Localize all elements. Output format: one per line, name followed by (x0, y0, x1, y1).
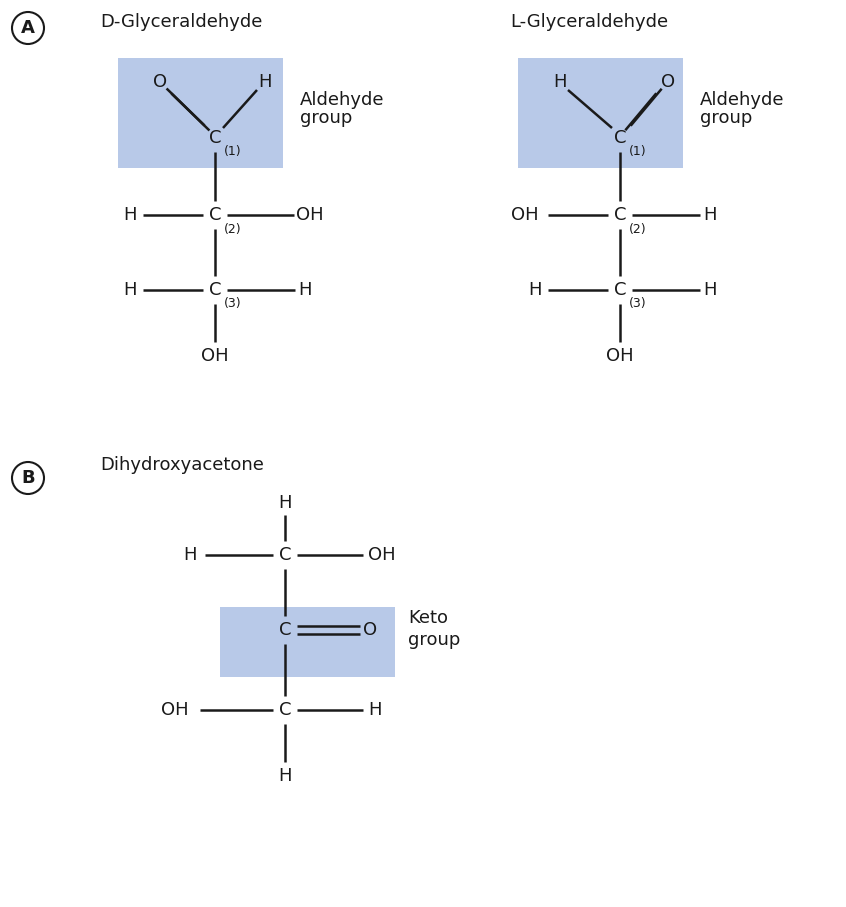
Text: H: H (124, 206, 137, 224)
Text: OH: OH (162, 701, 189, 719)
Bar (220, 607, 395, 677)
Text: group: group (300, 109, 353, 127)
Text: (1): (1) (629, 145, 647, 159)
Text: (2): (2) (629, 222, 647, 236)
Text: H: H (528, 281, 541, 299)
Bar (518, 58, 683, 168)
Text: C: C (278, 621, 291, 639)
Text: C: C (613, 129, 626, 147)
Text: A: A (21, 19, 35, 37)
Text: Aldehyde: Aldehyde (300, 91, 384, 109)
Text: C: C (278, 701, 291, 719)
Bar (118, 58, 283, 168)
Text: H: H (703, 206, 717, 224)
Text: OH: OH (511, 206, 539, 224)
Text: O: O (153, 73, 167, 91)
Text: H: H (553, 73, 567, 91)
Text: Aldehyde: Aldehyde (700, 91, 784, 109)
Text: (3): (3) (629, 297, 647, 310)
Text: H: H (703, 281, 717, 299)
Text: (1): (1) (224, 145, 242, 159)
Text: B: B (21, 469, 35, 487)
Text: C: C (613, 206, 626, 224)
Text: (3): (3) (224, 297, 242, 310)
Text: L-Glyceraldehyde: L-Glyceraldehyde (510, 13, 668, 31)
Text: H: H (258, 73, 272, 91)
Text: H: H (124, 281, 137, 299)
Text: C: C (209, 206, 222, 224)
Text: Dihydroxyacetone: Dihydroxyacetone (100, 456, 264, 474)
Text: H: H (299, 281, 311, 299)
Text: group: group (408, 631, 460, 649)
Text: H: H (278, 767, 292, 785)
Text: C: C (209, 281, 222, 299)
Text: H: H (368, 701, 382, 719)
Text: OH: OH (607, 347, 634, 365)
Text: (2): (2) (224, 222, 242, 236)
Text: H: H (184, 546, 197, 564)
Text: H: H (278, 494, 292, 512)
Text: D-Glyceraldehyde: D-Glyceraldehyde (100, 13, 262, 31)
Text: OH: OH (201, 347, 228, 365)
Text: OH: OH (368, 546, 396, 564)
Text: group: group (700, 109, 752, 127)
Text: O: O (661, 73, 675, 91)
Text: OH: OH (296, 206, 324, 224)
Text: Keto: Keto (408, 609, 448, 627)
Text: O: O (363, 621, 377, 639)
Text: C: C (209, 129, 222, 147)
Text: C: C (613, 281, 626, 299)
Text: C: C (278, 546, 291, 564)
